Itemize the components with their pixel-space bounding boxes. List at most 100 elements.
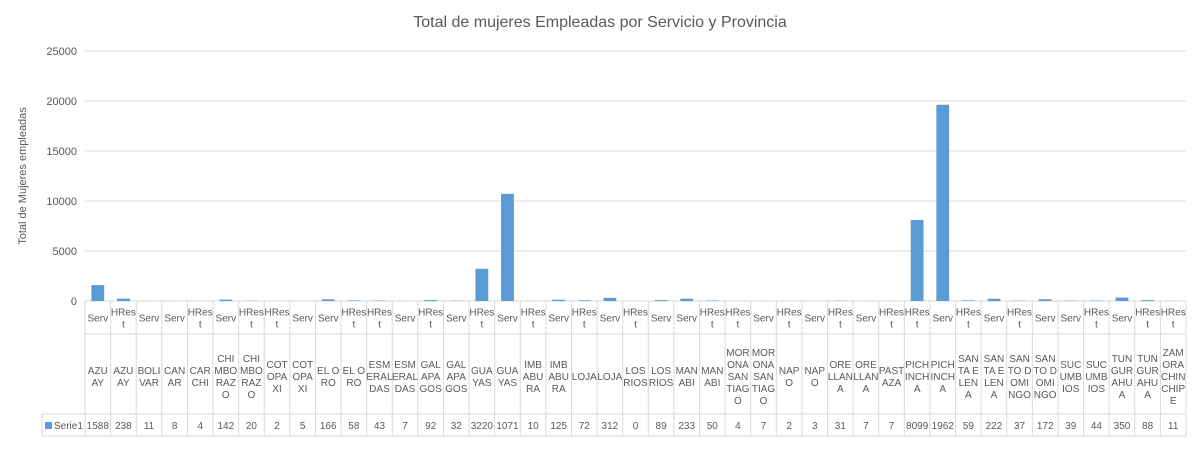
- data-table-value: 1588: [87, 421, 110, 432]
- x-tick-label-province: GOS: [420, 384, 443, 395]
- x-tick-label-service: HRes: [239, 308, 264, 319]
- x-tick-label-service: Serv: [600, 314, 621, 325]
- x-tick-label-province: LOJA: [572, 372, 597, 383]
- x-tick-label-province: EL O: [343, 366, 366, 377]
- legend-label: Serie1: [54, 421, 83, 432]
- data-table-value: 3: [812, 421, 818, 432]
- x-tick-label-province: MOR: [752, 348, 775, 359]
- x-tick-label-province: UMB: [1085, 372, 1108, 383]
- x-tick-label-province: ERAL: [392, 372, 419, 383]
- x-tick-label-province: O: [760, 396, 768, 407]
- x-tick-label-province: NAP: [804, 366, 825, 377]
- bar: [578, 300, 591, 301]
- x-tick-label-service: HRes: [777, 308, 802, 319]
- x-tick-label-province: TUN: [1137, 354, 1158, 365]
- x-tick-label-service: HRes: [879, 308, 904, 319]
- chart-title: Total de mujeres Empleadas por Servicio …: [413, 14, 787, 31]
- x-tick-label-service: HRes: [111, 308, 136, 319]
- data-table-value: 37: [1014, 421, 1026, 432]
- x-tick-label-province: EL O: [317, 366, 340, 377]
- bar: [347, 300, 360, 301]
- x-tick-label-province: OPA: [292, 372, 313, 383]
- x-tick-label-service: t: [378, 320, 381, 331]
- bar: [1141, 300, 1154, 301]
- x-tick-label-province: A: [939, 384, 946, 395]
- data-table-value: 44: [1091, 421, 1103, 432]
- x-tick-label-province: GAL: [421, 360, 441, 371]
- x-tick-label-province: OMI: [1036, 378, 1055, 389]
- x-tick-label-province: SAN: [728, 372, 749, 383]
- x-tick-label-province: A: [837, 384, 844, 395]
- x-tick-label-service: HRes: [265, 308, 290, 319]
- gridlines: [85, 51, 1186, 301]
- x-tick-label-province: O: [248, 390, 256, 401]
- data-table-value: 72: [579, 421, 591, 432]
- x-tick-label-province: CAR: [190, 366, 211, 377]
- x-tick-label-service: t: [532, 320, 535, 331]
- x-tick-label-service: Serv: [497, 314, 518, 325]
- x-tick-label-service: t: [967, 320, 970, 331]
- x-tick-label-service: Serv: [753, 314, 774, 325]
- y-axis-label: Total de Mujeres empleadas: [17, 107, 29, 245]
- x-tick-label-province: TIAG: [752, 384, 776, 395]
- x-tick-label-province: LEN: [959, 378, 978, 389]
- data-table-value: 172: [1037, 421, 1054, 432]
- x-tick-label-province: LOJA: [597, 372, 622, 383]
- x-tick-label-service: HRes: [725, 308, 750, 319]
- x-tick-label-service: Serv: [984, 314, 1005, 325]
- x-tick-label-province: A: [991, 390, 998, 401]
- x-tick-label-province: A: [1144, 390, 1151, 401]
- x-tick-label-province: PICH: [931, 360, 955, 371]
- x-tick-label-service: Serv: [1035, 314, 1056, 325]
- x-tick-label-province: IMB: [524, 360, 542, 371]
- x-tick-label-service: t: [634, 320, 637, 331]
- data-table-value: 32: [451, 421, 463, 432]
- x-tick-label-province: A: [914, 384, 921, 395]
- bar: [988, 299, 1001, 301]
- x-tick-label-service: Serv: [932, 314, 953, 325]
- data-table-value: 58: [348, 421, 360, 432]
- x-tick-label-province: RIOS: [623, 378, 648, 389]
- x-tick-label-service: HRes: [905, 308, 930, 319]
- data-table-value: 4: [197, 421, 203, 432]
- x-tick-label-province: A: [1119, 390, 1126, 401]
- bar: [91, 285, 104, 301]
- x-tick-label-service: t: [250, 320, 253, 331]
- x-tick-label-province: BOLI: [138, 366, 161, 377]
- x-tick-label-province: YAS: [472, 378, 492, 389]
- x-tick-label-province: ZAM: [1163, 348, 1184, 359]
- x-tick-label-service: HRes: [1007, 308, 1032, 319]
- x-tick-label-province: TIAG: [726, 384, 750, 395]
- x-tick-label-province: MOR: [726, 348, 749, 359]
- x-tick-label-service: t: [1146, 320, 1149, 331]
- data-table-value: 7: [402, 421, 408, 432]
- x-tick-label-province: SAN: [1035, 354, 1056, 365]
- x-tick-label-service: HRes: [623, 308, 648, 319]
- x-tick-label-province: AZU: [113, 366, 133, 377]
- data-table-value: 50: [707, 421, 719, 432]
- x-tick-label-province: RO: [321, 378, 336, 389]
- x-tick-label-province: ORA: [1162, 360, 1184, 371]
- x-tick-label-service: Serv: [651, 314, 672, 325]
- x-tick-label-province: A: [863, 384, 870, 395]
- x-tick-label-province: RIOS: [649, 378, 674, 389]
- x-tick-label-service: t: [916, 320, 919, 331]
- x-tick-label-province: XI: [298, 384, 307, 395]
- x-tick-label-province: MBO: [214, 366, 237, 377]
- y-tick-label: 25000: [46, 46, 77, 58]
- x-tick-label-service: HRes: [1084, 308, 1109, 319]
- data-table-value: 233: [678, 421, 695, 432]
- data-table-value: 4: [735, 421, 741, 432]
- x-tick-label-province: OPA: [267, 372, 288, 383]
- data-table-value: 3220: [471, 421, 494, 432]
- x-tick-label-province: ORE: [830, 360, 852, 371]
- x-tick-label-province: ABU: [523, 372, 544, 383]
- x-tick-label-service: t: [1095, 320, 1098, 331]
- x-tick-label-service: t: [890, 320, 893, 331]
- x-tick-label-service: t: [429, 320, 432, 331]
- x-tick-label-province: GUR: [1136, 366, 1158, 377]
- x-tick-label-province: AHU: [1111, 378, 1132, 389]
- data-table-value: 7: [889, 421, 895, 432]
